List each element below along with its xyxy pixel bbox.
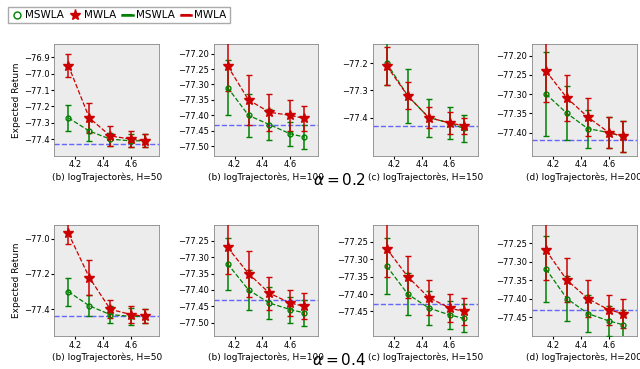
X-axis label: (d) logTrajectorès, H=200: (d) logTrajectorès, H=200	[527, 172, 640, 182]
X-axis label: (b) logTrajectorès, H=50: (b) logTrajectorès, H=50	[52, 172, 162, 182]
Y-axis label: Expected Return: Expected Return	[12, 62, 21, 138]
X-axis label: (c) logTrajectorès, H=150: (c) logTrajectorès, H=150	[367, 352, 483, 362]
Y-axis label: Expected Return: Expected Return	[12, 242, 21, 318]
Text: $\alpha = 0.4$: $\alpha = 0.4$	[312, 352, 366, 368]
Text: $\alpha = 0.2$: $\alpha = 0.2$	[313, 172, 365, 188]
Legend: MSWLA, MWLA, MSWLA, MWLA: MSWLA, MWLA, MSWLA, MWLA	[8, 7, 230, 23]
X-axis label: (b) logTrajectorès, H=50: (b) logTrajectorès, H=50	[52, 352, 162, 362]
X-axis label: (b) logTrajectorès, H=100: (b) logTrajectorès, H=100	[208, 172, 324, 182]
X-axis label: (d) logTrajectorès, H=200: (d) logTrajectorès, H=200	[527, 352, 640, 362]
X-axis label: (b) logTrajectorès, H=100: (b) logTrajectorès, H=100	[208, 352, 324, 362]
X-axis label: (c) logTrajectorès, H=150: (c) logTrajectorès, H=150	[367, 172, 483, 182]
